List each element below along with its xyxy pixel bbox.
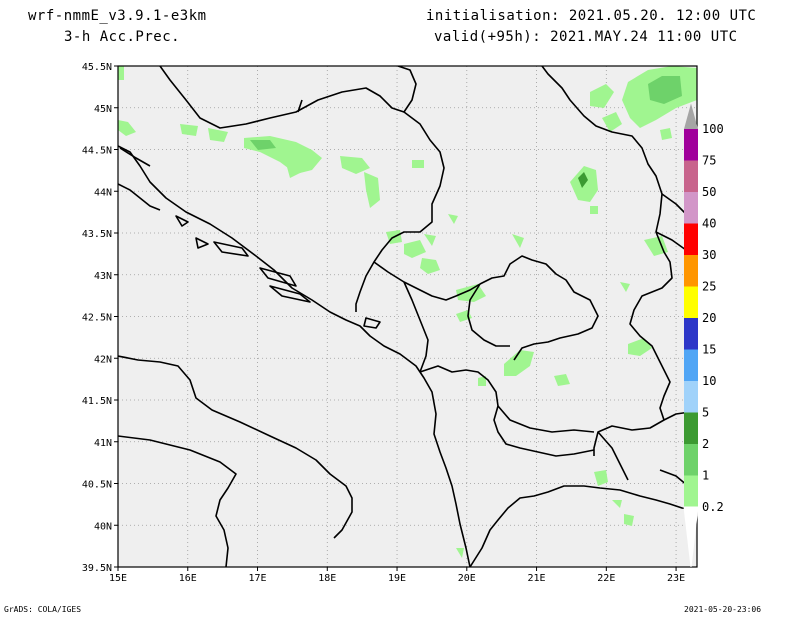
valid-time: valid(+95h): 2021.MAY.24 11:00 UTC (434, 29, 738, 45)
lon-tick-label: 22E (597, 573, 615, 584)
colorbar-label: 2 (702, 437, 709, 451)
lat-tick-label: 42.5N (82, 313, 112, 324)
colorbar-label: 15 (702, 343, 716, 357)
colorbar-label: 40 (702, 217, 716, 231)
lat-tick-label: 45N (94, 104, 112, 115)
colorbar-underflow (683, 506, 699, 568)
lon-tick-label: 19E (388, 573, 406, 584)
colorbar-label: 0.2 (702, 500, 724, 514)
lat-tick-label: 41.5N (82, 396, 112, 407)
colorbar-label: 10 (702, 374, 716, 388)
colorbar-swatch (684, 475, 698, 507)
init-time: initialisation: 2021.05.20. 12:00 UTC (426, 8, 757, 24)
footer-credit: GrADS: COLA/IGES (4, 605, 82, 614)
lon-tick-label: 20E (458, 573, 476, 584)
lat-tick-label: 43N (94, 271, 112, 282)
colorbar-swatch (684, 255, 698, 287)
lat-tick-label: 40N (94, 521, 112, 532)
colorbar-label: 20 (702, 311, 716, 325)
colorbar-swatch (684, 286, 698, 318)
colorbar-swatch (684, 223, 698, 255)
gridlines (118, 66, 697, 567)
colorbar-swatch (684, 129, 698, 161)
colorbar-label: 75 (702, 154, 716, 168)
model-title: wrf-nmmE_v3.9.1-e3km (28, 8, 207, 24)
footer-timestamp: 2021-05-20-23:06 (684, 605, 762, 614)
lon-tick-label: 23E (667, 573, 685, 584)
lat-tick-label: 41N (94, 438, 112, 449)
colorbar-swatch (684, 160, 698, 192)
longitude-axis: 15E 16E 17E 18E 19E 20E 21E 22E 23E (109, 567, 685, 584)
colorbar-label: 30 (702, 248, 716, 262)
colorbar-swatch (684, 103, 698, 129)
colorbar-swatch (684, 412, 698, 444)
field-title: 3-h Acc.Prec. (64, 29, 181, 45)
lon-tick-label: 18E (318, 573, 336, 584)
lat-tick-label: 45.5N (82, 62, 112, 73)
latitude-axis: 45.5N 45N 44.5N 44N 43.5N 43N 42.5N 42N 41.5N 41N… (82, 62, 118, 574)
colorbar-swatch (684, 192, 698, 224)
lon-tick-label: 21E (528, 573, 546, 584)
colorbar-label: 1 (702, 469, 709, 483)
lon-tick-label: 16E (179, 573, 197, 584)
lat-tick-label: 40.5N (82, 480, 112, 491)
colorbar-label: 100 (702, 122, 724, 136)
lat-tick-label: 44.5N (82, 146, 112, 157)
colorbar-swatch (684, 318, 698, 350)
colorbar-label: 5 (702, 406, 709, 420)
colorbar-swatch (684, 444, 698, 476)
lat-tick-label: 44N (94, 187, 112, 198)
lon-tick-label: 17E (248, 573, 266, 584)
colorbar-swatch (684, 381, 698, 413)
colorbar-label: 50 (702, 185, 716, 199)
lat-tick-label: 42N (94, 354, 112, 365)
lat-tick-label: 39.5N (82, 563, 112, 574)
lon-tick-label: 15E (109, 573, 127, 584)
colorbar-swatch (684, 349, 698, 381)
lat-tick-label: 43.5N (82, 229, 112, 240)
colorbar-label: 25 (702, 280, 716, 294)
